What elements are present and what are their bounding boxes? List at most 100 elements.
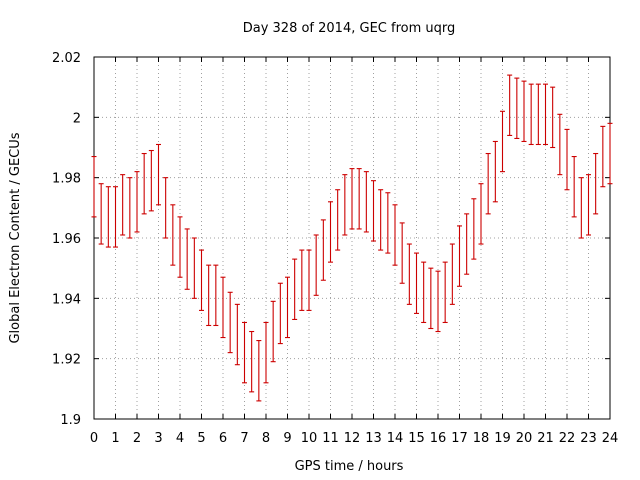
error-bar-point bbox=[485, 152, 491, 215]
error-bar-point bbox=[113, 186, 118, 248]
error-bar-point bbox=[449, 243, 455, 305]
chart-title: Day 328 of 2014, GEC from uqrg bbox=[243, 21, 456, 36]
y-tick-labels: 1.9 1.92 1.94 1.96 1.98 2 2.02 bbox=[52, 51, 81, 428]
error-bar-point bbox=[263, 321, 269, 384]
error-bar-point bbox=[500, 110, 505, 173]
x-tick-label: 6 bbox=[219, 431, 227, 446]
error-bar-point bbox=[521, 80, 527, 143]
error-bar-point bbox=[464, 213, 470, 275]
error-bar-point bbox=[105, 186, 111, 248]
x-tick-labels: 0 1 2 3 4 5 6 7 8 9 10 11 12 13 14 15 16 17 18 19 20 21 22 23 24 bbox=[90, 431, 618, 446]
error-bar-point bbox=[421, 261, 427, 324]
error-bar-point bbox=[349, 168, 355, 230]
grid-lines bbox=[94, 57, 610, 419]
error-bar-point bbox=[550, 86, 556, 149]
x-tick-label: 22 bbox=[559, 431, 576, 446]
error-bar-point bbox=[170, 204, 176, 266]
error-bar-point bbox=[428, 267, 434, 330]
error-bar-point bbox=[98, 183, 104, 245]
error-bar-point bbox=[586, 174, 591, 236]
error-bar-point bbox=[220, 276, 226, 339]
error-bar-point bbox=[414, 252, 419, 314]
x-tick-label: 9 bbox=[283, 431, 291, 446]
x-tick-label: 8 bbox=[262, 431, 270, 446]
error-bar-point bbox=[356, 168, 362, 230]
x-tick-label: 3 bbox=[154, 431, 162, 446]
error-bar-point bbox=[457, 225, 462, 287]
error-bar-point bbox=[363, 171, 369, 233]
x-tick-label: 4 bbox=[176, 431, 184, 446]
error-bar-point bbox=[406, 243, 412, 305]
error-bar-point bbox=[256, 340, 262, 402]
x-tick-label: 0 bbox=[90, 431, 98, 446]
error-bar-point bbox=[191, 237, 197, 299]
error-bar-point bbox=[292, 258, 298, 321]
error-bar-point bbox=[571, 156, 577, 218]
y-tick-label: 1.92 bbox=[52, 353, 81, 368]
error-bar-point bbox=[514, 77, 520, 139]
error-bar-point bbox=[342, 174, 348, 236]
x-tick-label: 10 bbox=[301, 431, 318, 446]
error-bar-point bbox=[335, 189, 341, 251]
error-bar-point bbox=[399, 222, 405, 284]
x-tick-label: 18 bbox=[473, 431, 490, 446]
error-bar-point bbox=[227, 291, 233, 354]
x-tick-label: 16 bbox=[430, 431, 447, 446]
error-bar-point bbox=[213, 264, 219, 327]
x-tick-label: 7 bbox=[240, 431, 248, 446]
error-bar-point bbox=[163, 177, 169, 239]
error-bar-point bbox=[249, 330, 255, 393]
error-bar-point bbox=[320, 219, 326, 281]
error-bar-point bbox=[385, 192, 391, 254]
x-tick-label: 15 bbox=[408, 431, 425, 446]
x-tick-label: 13 bbox=[365, 431, 382, 446]
x-tick-label: 19 bbox=[494, 431, 511, 446]
error-bar-point bbox=[557, 113, 563, 176]
error-bar-point bbox=[564, 128, 570, 191]
error-bar-point bbox=[234, 303, 240, 366]
x-axis-label: GPS time / hours bbox=[295, 459, 404, 474]
error-bar-point bbox=[120, 174, 126, 236]
error-bar-point bbox=[148, 149, 154, 212]
y-tick-label: 1.98 bbox=[52, 172, 81, 187]
error-bar-point bbox=[435, 270, 441, 333]
error-bar-point bbox=[528, 83, 534, 146]
error-bar-point bbox=[199, 249, 204, 311]
y-tick-label: 2 bbox=[73, 111, 81, 126]
y-tick-label: 2.02 bbox=[52, 51, 81, 66]
x-tick-label: 12 bbox=[344, 431, 361, 446]
error-bar-point bbox=[607, 122, 613, 185]
error-bar-point bbox=[206, 264, 212, 327]
error-bar-point bbox=[378, 189, 384, 251]
error-bar-point bbox=[156, 143, 161, 206]
error-bar-point bbox=[299, 249, 305, 311]
error-bar-point bbox=[600, 125, 606, 188]
error-bar-point bbox=[593, 152, 599, 215]
error-bar-point bbox=[177, 216, 183, 278]
error-bars bbox=[91, 74, 613, 402]
x-tick-label: 5 bbox=[197, 431, 205, 446]
error-bar-point bbox=[471, 198, 477, 260]
x-tick-label: 14 bbox=[387, 431, 404, 446]
error-bar-point bbox=[442, 261, 448, 324]
x-tick-label: 24 bbox=[602, 431, 619, 446]
error-bar-point bbox=[306, 249, 312, 311]
error-bar-point bbox=[328, 201, 333, 263]
error-bar-point bbox=[277, 282, 283, 345]
error-bar-point bbox=[371, 180, 376, 242]
y-tick-label: 1.96 bbox=[52, 232, 81, 247]
error-bar-point bbox=[578, 177, 584, 239]
y-axis-label: Global Electron Content / GECUs bbox=[8, 132, 23, 343]
error-bar-point bbox=[134, 171, 140, 233]
y-tick-label: 1.9 bbox=[60, 413, 81, 428]
error-bar-point bbox=[535, 83, 541, 146]
x-tick-label: 23 bbox=[580, 431, 597, 446]
x-tick-label: 20 bbox=[516, 431, 533, 446]
error-bar-point bbox=[285, 276, 290, 339]
error-bar-point bbox=[184, 228, 190, 290]
error-bar-point bbox=[313, 234, 319, 296]
axis-ticks bbox=[93, 56, 611, 420]
error-bar-point bbox=[543, 83, 548, 146]
x-tick-label: 2 bbox=[133, 431, 141, 446]
